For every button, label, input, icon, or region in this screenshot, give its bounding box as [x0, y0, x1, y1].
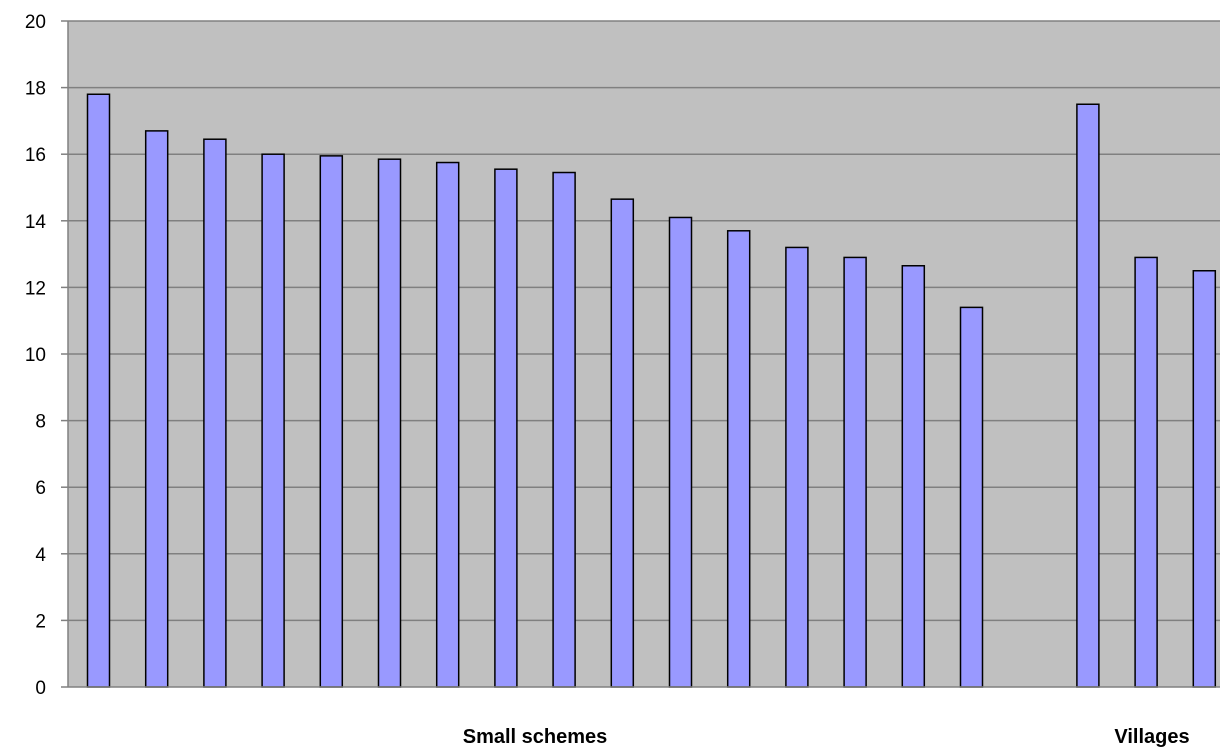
labels: 0 2 4 6 8 10 12 14 16 18 20 Small schemes Villages [25, 12, 1190, 748]
y-tick-label: 4 [35, 545, 46, 566]
bar [668, 216, 693, 688]
bar [144, 130, 169, 688]
bars [86, 93, 1217, 688]
y-tick-label: 8 [35, 412, 46, 433]
bar [86, 93, 111, 688]
bar [1076, 103, 1100, 688]
bar [377, 158, 402, 688]
y-tick-label: 20 [25, 12, 46, 33]
bar [726, 230, 751, 688]
bar [1134, 256, 1158, 688]
axes [61, 20, 1220, 688]
x-group-label: Small schemes [463, 726, 608, 748]
y-tick-label: 18 [25, 79, 46, 100]
gridlines [68, 20, 1220, 622]
bar [901, 265, 926, 688]
x-group-label: Villages [1114, 726, 1189, 748]
bar [610, 198, 635, 688]
y-tick-label: 10 [25, 345, 46, 366]
bar [959, 306, 984, 688]
bar [435, 161, 460, 688]
bar [785, 246, 809, 688]
y-tick-label: 2 [35, 611, 46, 632]
bar [494, 168, 518, 688]
bar [319, 155, 344, 688]
bar [843, 256, 867, 688]
bar [261, 153, 285, 688]
bar [552, 171, 576, 688]
y-tick-label: 14 [25, 212, 47, 233]
bar [203, 138, 227, 688]
bar [1192, 270, 1217, 688]
y-tick-label: 0 [35, 678, 46, 699]
y-tick-label: 6 [35, 478, 46, 499]
y-tick-label: 12 [25, 278, 46, 299]
y-tick-label: 16 [25, 145, 46, 166]
